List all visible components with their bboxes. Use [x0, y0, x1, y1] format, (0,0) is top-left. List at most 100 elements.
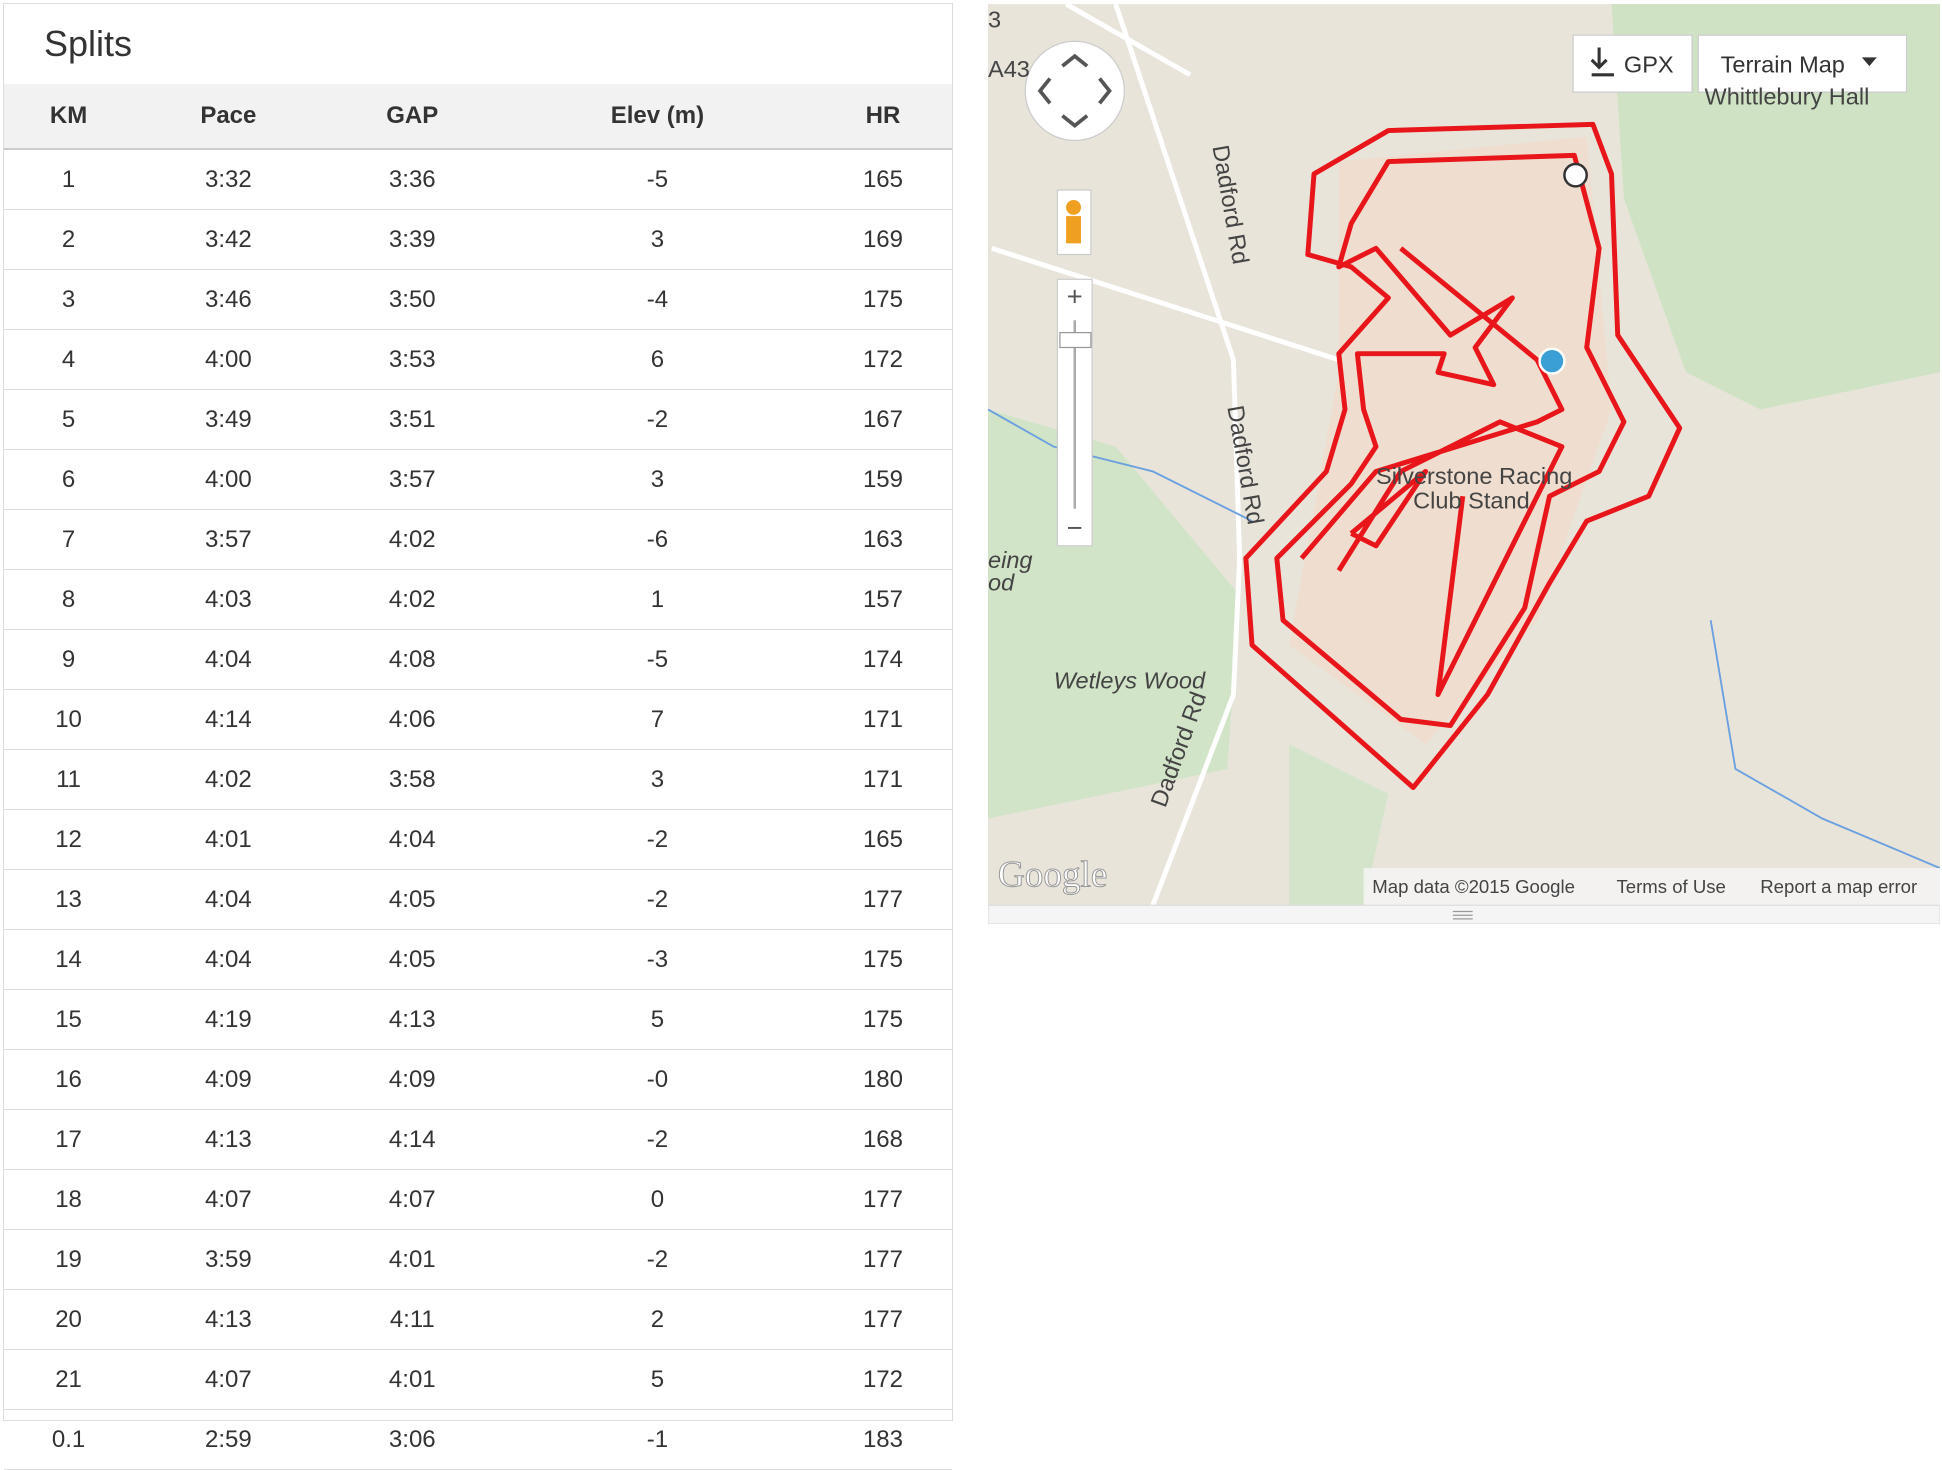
split-cell: 4:04	[133, 869, 324, 930]
split-cell: 12	[4, 809, 134, 870]
gpx-button[interactable]: GPX	[1624, 51, 1674, 77]
split-cell: 174	[813, 629, 952, 690]
split-cell: 3:59	[133, 1229, 324, 1290]
split-cell: 171	[813, 749, 952, 810]
column-header: Pace	[133, 84, 324, 150]
split-cell: 4:04	[133, 629, 324, 690]
split-row: 8 4:03 4:02 1 157	[4, 569, 952, 630]
split-row: 3 3:46 3:50 -4 175	[4, 269, 952, 330]
map-label: Whittlebury Hall	[1704, 84, 1869, 110]
split-cell: 10	[4, 689, 134, 750]
svg-text:−: −	[1067, 512, 1083, 543]
split-cell: 3:57	[133, 509, 324, 570]
split-row: 4 4:00 3:53 6 172	[4, 329, 952, 390]
split-row: 5 3:49 3:51 -2 167	[4, 389, 952, 450]
split-row: 13 4:04 4:05 -2 177	[4, 869, 952, 930]
report-link[interactable]: Report a map error	[1760, 876, 1917, 897]
split-cell: 1	[500, 569, 814, 630]
column-header: HR	[813, 84, 952, 150]
map-type-button[interactable]: Terrain Map	[1721, 51, 1845, 77]
map-label: eing	[988, 547, 1033, 573]
map-label: Wetleys Wood	[1054, 667, 1206, 693]
split-cell: 4:02	[323, 509, 501, 570]
split-cell: 172	[813, 329, 952, 390]
split-cell: 169	[813, 209, 952, 270]
split-cell: 21	[4, 1349, 134, 1410]
split-cell: -2	[500, 869, 814, 930]
split-cell: 4:00	[133, 449, 324, 510]
split-cell: 2	[500, 1289, 814, 1350]
split-cell: 4:09	[323, 1049, 501, 1110]
column-header: GAP	[323, 84, 501, 150]
split-row: 18 4:07 4:07 0 177	[4, 1169, 952, 1230]
column-header: Elev (m)	[500, 84, 814, 150]
split-row: 0.1 2:59 3:06 -1 183	[4, 1409, 952, 1470]
split-cell: 4:01	[323, 1349, 501, 1410]
split-cell: 3:49	[133, 389, 324, 450]
header-row: KM Pace GAP Elev (m) HR	[4, 84, 952, 150]
split-cell: 172	[813, 1349, 952, 1410]
split-row: 16 4:09 4:09 -0 180	[4, 1049, 952, 1110]
split-cell: 4:07	[133, 1349, 324, 1410]
split-cell: 168	[813, 1109, 952, 1170]
map-label: od	[988, 569, 1015, 595]
split-cell: -2	[500, 809, 814, 870]
split-cell: -0	[500, 1049, 814, 1110]
map-label: Club Stand	[1413, 488, 1530, 514]
split-cell: 4:14	[133, 689, 324, 750]
split-cell: 9	[4, 629, 134, 690]
split-cell: 171	[813, 689, 952, 750]
split-cell: 7	[4, 509, 134, 570]
split-cell: 4:07	[323, 1169, 501, 1230]
split-cell: 4:06	[323, 689, 501, 750]
map-attribution: Map data ©2015 Google	[1372, 876, 1575, 897]
split-cell: 2	[4, 209, 134, 270]
google-logo: Google	[998, 855, 1107, 896]
split-cell: 4:04	[323, 809, 501, 870]
splits-table: KM Pace GAP Elev (m) HR 1 3:32 3:36 -5 165 2 3:42 3:…	[4, 84, 952, 1470]
split-row: 10 4:14 4:06 7 171	[4, 689, 952, 750]
terms-link[interactable]: Terms of Use	[1616, 876, 1725, 897]
split-cell: 3:58	[323, 749, 501, 810]
split-cell: -1	[500, 1409, 814, 1470]
split-row: 6 4:00 3:57 3 159	[4, 449, 952, 510]
map-label: Silverstone Racing	[1376, 463, 1572, 489]
split-cell: 4:08	[323, 629, 501, 690]
split-cell: 4:00	[133, 329, 324, 390]
split-cell: 4	[4, 329, 134, 390]
split-cell: -6	[500, 509, 814, 570]
split-cell: 183	[813, 1409, 952, 1470]
split-cell: 3:06	[323, 1409, 501, 1470]
split-cell: 3	[4, 269, 134, 330]
split-cell: 5	[4, 389, 134, 450]
split-cell: 4:05	[323, 869, 501, 930]
split-cell: 0	[500, 1169, 814, 1230]
split-cell: 3	[500, 749, 814, 810]
split-row: 15 4:19 4:13 5 175	[4, 989, 952, 1050]
split-cell: 6	[4, 449, 134, 510]
split-cell: 20	[4, 1289, 134, 1350]
splits-title: Splits	[44, 23, 133, 64]
split-cell: 163	[813, 509, 952, 570]
split-cell: 7	[500, 689, 814, 750]
split-cell: 3:36	[323, 149, 501, 210]
split-cell: 15	[4, 989, 134, 1050]
split-cell: 8	[4, 569, 134, 630]
split-cell: -3	[500, 929, 814, 990]
split-cell: 4:02	[133, 749, 324, 810]
split-row: 17 4:13 4:14 -2 168	[4, 1109, 952, 1170]
svg-text:+: +	[1067, 280, 1083, 311]
map-label: 3	[988, 7, 1001, 33]
split-cell: 3:32	[133, 149, 324, 210]
split-cell: 4:03	[133, 569, 324, 630]
split-row: 11 4:02 3:58 3 171	[4, 749, 952, 810]
split-cell: 157	[813, 569, 952, 630]
split-cell: 19	[4, 1229, 134, 1290]
split-cell: -2	[500, 1109, 814, 1170]
split-cell: 4:02	[323, 569, 501, 630]
split-cell: 3	[500, 449, 814, 510]
split-cell: 17	[4, 1109, 134, 1170]
split-cell: 14	[4, 929, 134, 990]
split-cell: 16	[4, 1049, 134, 1110]
